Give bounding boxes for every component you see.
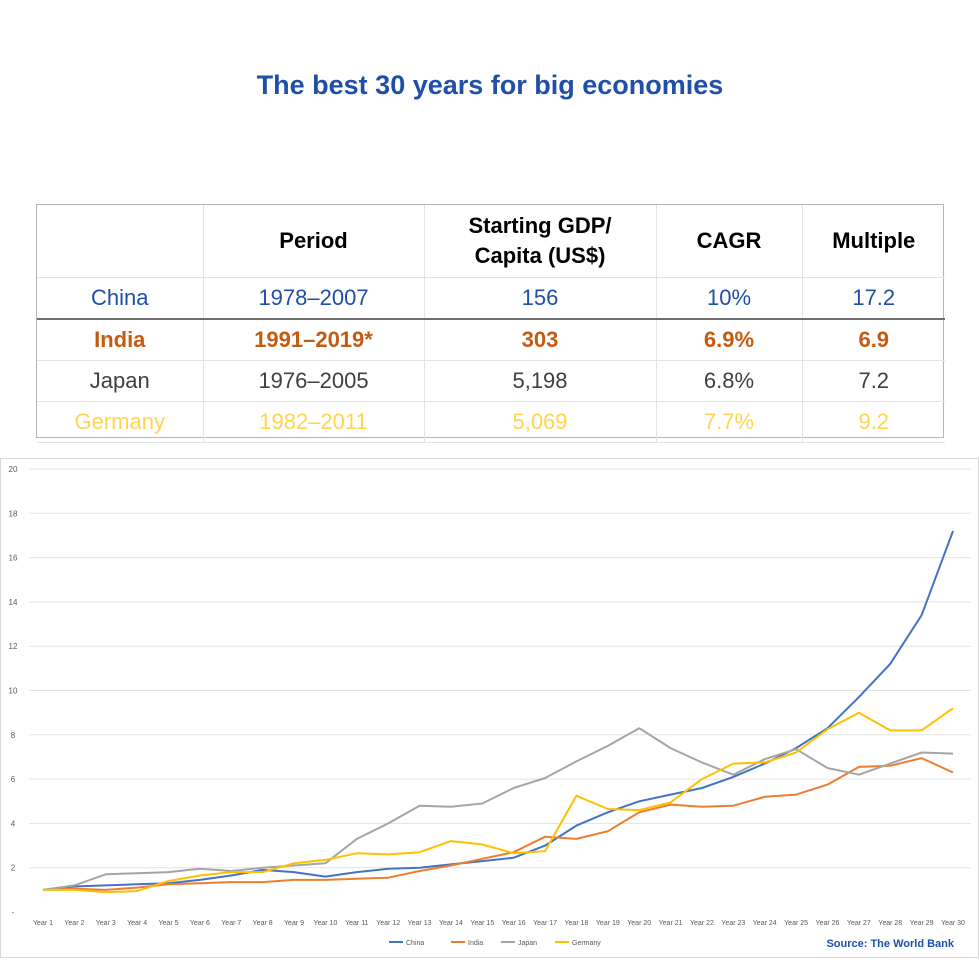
- x-tick-label: Year 20: [627, 920, 651, 927]
- x-tick-label: Year 27: [847, 920, 871, 927]
- x-tick-label: Year 17: [533, 920, 557, 927]
- cell-period: 1976–2005: [203, 360, 425, 402]
- x-tick-label: Year 3: [96, 920, 116, 927]
- y-tick-label: 12: [9, 642, 18, 651]
- table-row-germany: Germany 1982–2011 5,069 7.7% 9.2: [37, 401, 945, 443]
- cell-cagr: 10%: [656, 277, 803, 320]
- cell-country: China: [37, 277, 204, 320]
- cell-cagr: 7.7%: [656, 401, 803, 443]
- cell-starting-gdp: 5,198: [424, 360, 657, 402]
- line-chart: - 2 4 6 8 10 12 14 16 18 20 Year 1 Year 2 Year 3 Year …: [9, 465, 971, 947]
- x-tick-label: Year 4: [127, 920, 147, 927]
- y-tick-label: 4: [11, 819, 16, 828]
- legend-label-japan: Japan: [518, 940, 537, 947]
- x-tick-label: Year 7: [221, 920, 241, 927]
- x-tick-label: Year 8: [253, 920, 273, 927]
- cell-multiple: 9.2: [802, 401, 945, 443]
- x-tick-label: Year 13: [408, 920, 432, 927]
- y-tick-label: 16: [9, 554, 18, 563]
- legend-label-germany: Germany: [572, 940, 601, 947]
- cell-multiple: 6.9: [802, 319, 945, 361]
- x-tick-label: Year 1: [33, 920, 53, 927]
- cell-country: India: [37, 319, 204, 361]
- x-tick-label: Year 9: [284, 920, 304, 927]
- x-tick-label: Year 2: [64, 920, 84, 927]
- y-tick-label: 2: [11, 864, 16, 873]
- cell-period: 1982–2011: [203, 401, 425, 443]
- header-country: [37, 205, 204, 278]
- x-tick-label: Year 23: [721, 920, 745, 927]
- y-tick-label: 6: [11, 775, 16, 784]
- x-tick-label: Year 16: [502, 920, 526, 927]
- x-tick-label: Year 10: [313, 920, 337, 927]
- x-tick-label: Year 14: [439, 920, 463, 927]
- x-tick-label: Year 5: [159, 920, 179, 927]
- series-line-china: [42, 530, 954, 891]
- header-period: Period: [203, 205, 425, 278]
- x-tick-label: Year 24: [753, 920, 777, 927]
- x-tick-label: Year 21: [659, 920, 683, 927]
- legend-label-china: China: [406, 940, 424, 947]
- cell-period: 1978–2007: [203, 277, 425, 320]
- x-tick-label: Year 22: [690, 920, 714, 927]
- table-row-japan: Japan 1976–2005 5,198 6.8% 7.2: [37, 360, 945, 402]
- x-tick-label: Year 12: [376, 920, 400, 927]
- cell-cagr: 6.8%: [656, 360, 803, 402]
- y-tick-label: 8: [11, 731, 16, 740]
- x-tick-label: Year 30: [941, 920, 965, 927]
- cell-multiple: 7.2: [802, 360, 945, 402]
- table-row-india: India 1991–2019* 303 6.9% 6.9: [37, 319, 945, 361]
- x-tick-label: Year 15: [470, 920, 494, 927]
- x-tick-label: Year 29: [910, 920, 934, 927]
- source-note: Source: The World Bank: [826, 938, 954, 950]
- y-tick-label: 18: [9, 509, 18, 518]
- cell-cagr: 6.9%: [656, 319, 803, 361]
- x-tick-label: Year 6: [190, 920, 210, 927]
- y-tick-label: 20: [9, 465, 18, 474]
- header-multiple: Multiple: [802, 205, 945, 278]
- cell-country: Germany: [37, 401, 204, 443]
- cell-period: 1991–2019*: [203, 319, 425, 361]
- chart-frame: - 2 4 6 8 10 12 14 16 18 20 Year 1 Year 2 Year 3 Year …: [0, 458, 979, 958]
- series-line-india: [42, 757, 954, 891]
- economies-table: Period Starting GDP/Capita (US$) CAGR Mu…: [36, 204, 945, 443]
- table-row-china: China 1978–2007 156 10% 17.2: [37, 277, 945, 320]
- cell-country: Japan: [37, 360, 204, 402]
- x-tick-label: Year 25: [784, 920, 808, 927]
- x-tick-label: Year 11: [345, 920, 368, 927]
- header-starting-gdp: Starting GDP/Capita (US$): [424, 205, 657, 278]
- cell-starting-gdp: 5,069: [424, 401, 657, 443]
- y-tick-label: -: [12, 908, 15, 917]
- x-tick-label: Year 19: [596, 920, 620, 927]
- cell-starting-gdp: 156: [424, 277, 657, 320]
- x-tick-label: Year 18: [565, 920, 589, 927]
- y-tick-label: 14: [9, 598, 18, 607]
- series-line-japan: [42, 727, 954, 891]
- x-tick-label: Year 26: [816, 920, 840, 927]
- page-title: The best 30 years for big economies: [256, 70, 724, 100]
- cell-starting-gdp: 303: [424, 319, 657, 361]
- series-line-germany: [43, 707, 954, 894]
- y-tick-label: 10: [9, 687, 18, 696]
- cell-multiple: 17.2: [802, 277, 945, 320]
- x-tick-label: Year 28: [878, 920, 902, 927]
- header-cagr: CAGR: [656, 205, 803, 278]
- legend-label-india: India: [468, 940, 483, 947]
